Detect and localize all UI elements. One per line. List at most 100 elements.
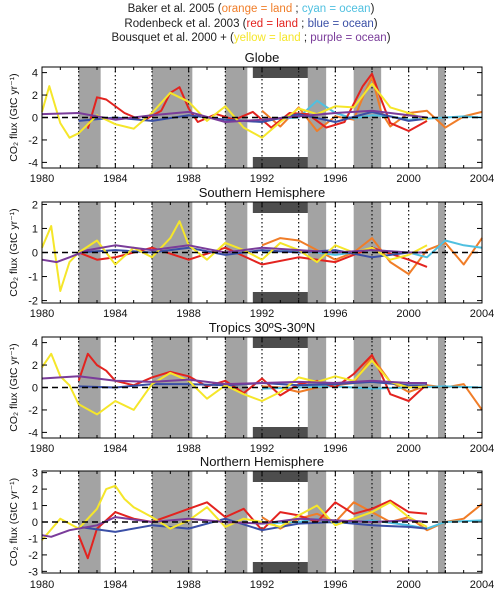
x-tick-label: 2000 <box>396 443 420 455</box>
x-tick-label: 2000 <box>396 308 420 320</box>
x-tick-label: 1980 <box>30 579 54 591</box>
legend-source: Rodenbeck et al. 2003 ( <box>124 17 247 30</box>
panel-0: Globe -4 -2 0 2 4 1980 1984 1988 1992 1996 2000 2004… <box>8 50 494 185</box>
dark-band-bottom <box>252 562 308 573</box>
x-tick-label: 1992 <box>250 173 274 185</box>
x-tick-label: 1980 <box>30 443 54 455</box>
legend-key: purple = ocean <box>310 32 387 44</box>
series-line-red <box>77 499 428 560</box>
y-tick-label: 1 <box>32 223 38 235</box>
y-axis-label: CO₂ flux (GtC yr⁻¹) <box>8 73 20 161</box>
legend-close: ) <box>370 3 375 15</box>
x-tick-label: 1984 <box>103 443 127 455</box>
x-tick-label: 1988 <box>176 443 200 455</box>
y-tick-label: 2 <box>32 360 38 372</box>
dark-band-bottom <box>252 157 308 168</box>
x-tick-label: 1992 <box>250 443 274 455</box>
legend-line-baker: Baker et al. 2005 (orange = land ; cyan … <box>0 2 502 17</box>
shaded-period <box>438 202 446 303</box>
y-tick-label: 2 <box>32 199 38 211</box>
panel-title: Tropics 30ºS-30ºN <box>209 320 316 335</box>
panel-3: Northern Hemisphere -3 -2 -1 0 1 2 3 1980 1984 198… <box>8 454 494 591</box>
panel-title: Southern Hemisphere <box>199 185 325 200</box>
x-tick-label: 2004 <box>470 443 494 455</box>
x-tick-label: 1984 <box>103 173 127 185</box>
y-tick-label: -4 <box>28 157 38 169</box>
x-tick-label: 1984 <box>103 308 127 320</box>
series-line-orange <box>261 237 483 276</box>
y-tick-label: -1 <box>28 272 38 284</box>
dark-band-top <box>252 202 308 213</box>
dark-band-bottom <box>252 292 308 303</box>
x-tick-label: 2000 <box>396 173 420 185</box>
series-line-purple <box>41 375 427 386</box>
x-tick-label: 1988 <box>176 579 200 591</box>
panel-title: Northern Hemisphere <box>200 454 324 469</box>
y-tick-label: 2 <box>32 484 38 496</box>
x-tick-label: 1980 <box>30 173 54 185</box>
y-tick-label: 0 <box>32 383 38 395</box>
x-tick-label: 1992 <box>250 579 274 591</box>
y-axis-label: CO₂ flux (GtC yr⁻¹) <box>8 343 20 431</box>
y-tick-label: -2 <box>28 296 38 308</box>
dark-band-top <box>252 67 308 78</box>
x-tick-label: 2004 <box>470 579 494 591</box>
legend-key: orange = land <box>221 3 293 15</box>
dark-band-bottom <box>252 427 308 438</box>
x-tick-label: 1980 <box>30 308 54 320</box>
series-line-purple <box>41 244 427 264</box>
x-tick-label: 1984 <box>103 579 127 591</box>
y-axis-label: CO₂ flux (GtC yr⁻¹) <box>8 478 20 566</box>
y-tick-label: -2 <box>28 550 38 562</box>
x-tick-label: 1992 <box>250 308 274 320</box>
legend: Baker et al. 2005 (orange = land ; cyan … <box>0 2 502 46</box>
y-tick-label: 4 <box>32 68 38 80</box>
series-line-yellow <box>41 484 428 541</box>
series-line-cyan <box>261 385 483 390</box>
y-tick-label: -4 <box>28 427 38 439</box>
y-tick-label: 4 <box>32 338 38 350</box>
x-tick-label: 1996 <box>323 173 347 185</box>
legend-key: cyan = ocean <box>301 3 371 15</box>
y-tick-label: -2 <box>28 135 38 147</box>
y-tick-label: 3 <box>32 468 38 480</box>
dark-band-top <box>252 337 308 348</box>
y-tick-label: 2 <box>32 90 38 102</box>
legend-close: ) <box>373 17 378 30</box>
legend-key: red = land <box>246 17 298 30</box>
x-tick-label: 1988 <box>176 308 200 320</box>
dark-band-top <box>252 471 308 482</box>
legend-source: Bousquet et al. 2000 + ( <box>111 32 234 44</box>
panel-1: Southern Hemisphere -2 -1 0 1 2 1980 1984 1988 19… <box>8 185 494 320</box>
y-tick-label: -2 <box>28 405 38 417</box>
legend-key: yellow = land <box>233 32 301 44</box>
y-tick-label: 0 <box>32 113 38 125</box>
y-tick-label: 0 <box>32 248 38 260</box>
legend-sep: ; <box>292 3 302 15</box>
panel-2: Tropics 30ºS-30ºN -4 -2 0 2 4 1980 1984 1988 1992… <box>8 320 494 455</box>
legend-key: blue = ocean <box>307 17 374 30</box>
legend-line-bousquet: Bousquet et al. 2000 + (yellow = land ; … <box>0 31 502 46</box>
series-line-blue <box>78 517 428 533</box>
series-line-yellow <box>41 82 428 139</box>
series-line-purple <box>41 109 428 123</box>
x-tick-label: 1988 <box>176 173 200 185</box>
x-tick-label: 1996 <box>323 308 347 320</box>
legend-source: Baker et al. 2005 ( <box>127 3 222 15</box>
y-tick-label: -1 <box>28 533 38 545</box>
legend-sep: ; <box>300 32 311 44</box>
x-tick-label: 1996 <box>323 579 347 591</box>
y-tick-label: -3 <box>28 566 38 578</box>
x-tick-label: 1996 <box>323 443 347 455</box>
legend-line-rodenbeck: Rodenbeck et al. 2003 (red = land ; blue… <box>0 17 502 32</box>
legend-sep: ; <box>297 17 308 30</box>
shaded-period <box>78 67 101 168</box>
y-tick-label: 1 <box>32 501 38 513</box>
series-line-cyan <box>261 517 483 530</box>
y-axis-label: CO₂ flux (GtC yr⁻¹) <box>8 208 20 296</box>
series-line-blue <box>78 110 428 123</box>
x-tick-label: 2004 <box>470 308 494 320</box>
x-tick-label: 2004 <box>470 173 494 185</box>
x-tick-label: 2000 <box>396 579 420 591</box>
